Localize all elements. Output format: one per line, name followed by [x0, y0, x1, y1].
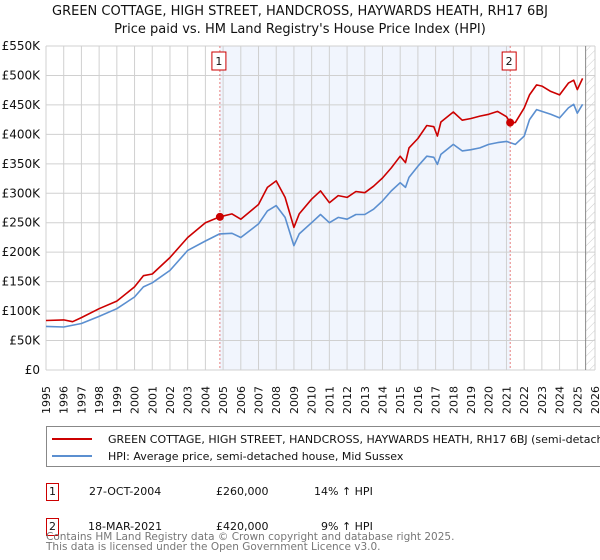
sale-date: 18-MAR-2021	[88, 520, 163, 533]
forecast-hatch	[585, 46, 595, 370]
x-tick-label: 2025	[571, 386, 584, 414]
sale-label-box	[211, 51, 227, 71]
y-tick-label: £100K	[2, 304, 42, 318]
x-tick-label: 2003	[182, 386, 195, 414]
sale-point	[506, 118, 515, 127]
x-tick-label: 2012	[341, 386, 354, 414]
y-tick-label: £150K	[2, 275, 42, 289]
y-tick-label: £400K	[2, 127, 42, 141]
sale-date: 27-OCT-2004	[89, 485, 162, 498]
y-tick-label: £50K	[9, 334, 41, 348]
x-tick-label: 2015	[394, 386, 407, 414]
x-tick-label: 2002	[164, 386, 177, 414]
sale-price: £260,000	[216, 485, 269, 498]
y-tick-label: £0	[25, 363, 40, 377]
legend-item-hpi: HPI: Average price, semi-detached house,…	[52, 449, 403, 463]
sale-number-badge: 1	[46, 483, 59, 501]
x-tick-label: 2019	[465, 386, 478, 414]
x-tick-label: 2024	[554, 386, 567, 414]
x-tick-label: 2016	[412, 386, 425, 414]
legend-item-property: GREEN COTTAGE, HIGH STREET, HANDCROSS, H…	[52, 432, 600, 446]
sale-point	[215, 212, 224, 221]
y-tick-label: £350K	[2, 157, 42, 171]
legend-swatch-blue	[52, 455, 92, 457]
x-tick-label: 2021	[500, 386, 513, 414]
price-chart: 1995 1996 1997 1998 1999 2000 2001 2002 2003 2004…	[2, 39, 600, 414]
hpi-line	[45, 103, 584, 328]
x-tick-label: 2020	[483, 386, 496, 414]
x-tick-label: 2006	[235, 386, 248, 414]
footer-attribution: Contains HM Land Registry data © Crown c…	[46, 531, 455, 553]
x-tick-label: 2001	[146, 386, 159, 414]
x-tick-label: 1996	[58, 386, 71, 414]
x-tick-label: 2007	[253, 386, 266, 414]
legend-swatch-red	[52, 438, 92, 440]
x-tick-label: 2005	[217, 386, 230, 414]
x-tick-label: 2008	[270, 386, 283, 414]
footer-line: Contains HM Land Registry data © Crown c…	[46, 531, 455, 543]
x-tick-label: 2022	[518, 386, 531, 414]
chart-legend: GREEN COTTAGE, HIGH STREET, HANDCROSS, H…	[46, 426, 600, 467]
x-tick-label: 1995	[40, 386, 53, 414]
x-tick-label: 1998	[93, 386, 106, 414]
property-price-line	[45, 78, 584, 323]
sale-label: 1	[215, 55, 222, 68]
y-tick-label: £550K	[2, 39, 42, 53]
chart-subtitle: Price paid vs. HM Land Registry's House …	[114, 22, 486, 37]
y-tick-label: £300K	[2, 186, 42, 200]
y-tick-label: £450K	[2, 98, 42, 112]
x-tick-label: 2018	[447, 386, 460, 414]
footer-line: This data is licensed under the Open Gov…	[46, 541, 381, 553]
x-tick-label: 2010	[306, 386, 319, 414]
x-tick-label: 2011	[323, 386, 336, 414]
x-tick-label: 2000	[129, 386, 142, 414]
y-tick-label: £500K	[2, 68, 42, 82]
x-tick-label: 2004	[199, 386, 212, 414]
x-tick-label: 2023	[536, 386, 549, 414]
sale-hpi-diff: 14% ↑ HPI	[314, 485, 373, 498]
x-tick-label: 1999	[111, 386, 124, 414]
x-tick-label: 2014	[376, 386, 389, 414]
sale-number-badge: 2	[46, 518, 59, 536]
sale-hpi-diff: 9% ↑ HPI	[321, 520, 373, 533]
sale-label-box	[501, 51, 517, 71]
y-tick-label: £250K	[2, 216, 42, 230]
legend-label: HPI: Average price, semi-detached house,…	[108, 449, 404, 463]
chart-title: GREEN COTTAGE, HIGH STREET, HANDCROSS, H…	[52, 4, 548, 19]
x-tick-label: 2013	[359, 386, 372, 414]
x-tick-label: 2009	[288, 386, 301, 414]
sale-label: 2	[506, 55, 513, 68]
y-tick-label: £200K	[2, 245, 42, 259]
x-tick-label: 1997	[75, 386, 88, 414]
sale-price: £420,000	[216, 520, 269, 533]
legend-label: GREEN COTTAGE, HIGH STREET, HANDCROSS, H…	[108, 432, 600, 446]
x-tick-label: 2026	[589, 386, 600, 414]
x-tick-label: 2017	[430, 386, 443, 414]
